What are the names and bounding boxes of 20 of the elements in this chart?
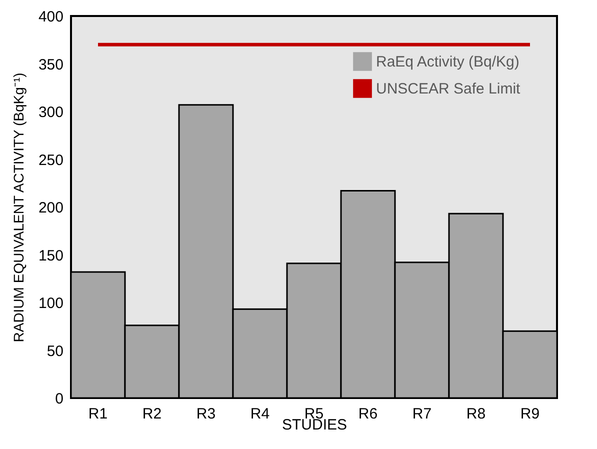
- x-tick-label: R9: [520, 406, 540, 422]
- x-tick-label: R3: [196, 406, 216, 422]
- x-tick-label: R2: [142, 406, 162, 422]
- y-tick-label: 50: [46, 342, 64, 360]
- y-tick-label: 350: [38, 56, 64, 74]
- x-tick-label: R7: [412, 406, 432, 422]
- y-tick-label: 400: [38, 8, 64, 26]
- y-tick-label: 250: [38, 152, 64, 169]
- x-tick-label: R8: [466, 406, 486, 422]
- legend-label: UNSCEAR Safe Limit: [376, 80, 522, 98]
- y-tick-label: 150: [38, 247, 64, 264]
- y-tick-label: 200: [38, 200, 64, 216]
- x-tick-label: R6: [358, 406, 378, 422]
- y-tick-label: 100: [38, 295, 64, 312]
- y-tick-label: 300: [38, 104, 64, 121]
- x-tick-label: R4: [250, 406, 270, 422]
- y-axis-title: RADIUM EQUIVALENT ACTIVITY (BqKg⁻¹): [10, 72, 26, 342]
- y-tick-label: 0: [55, 390, 64, 408]
- legend-label: RaEq Activity (Bq/Kg): [376, 54, 520, 70]
- x-tick-label: R1: [88, 406, 108, 422]
